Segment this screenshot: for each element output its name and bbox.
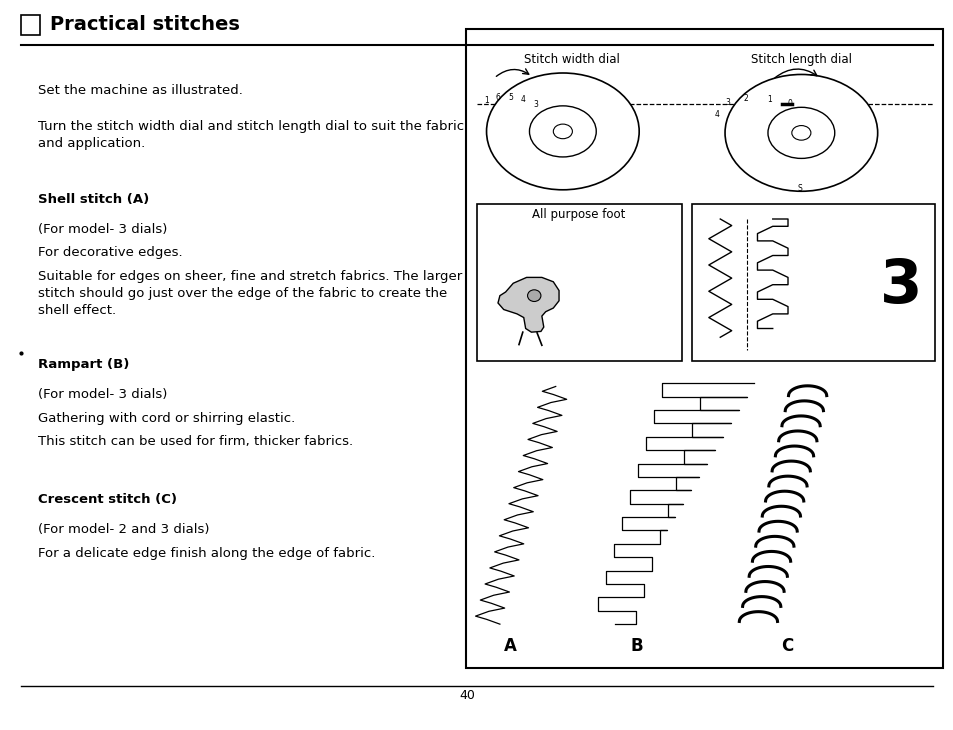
Text: A: A xyxy=(503,637,517,655)
Text: (For model- 3 dials): (For model- 3 dials) xyxy=(38,223,168,236)
Bar xyxy=(476,204,681,361)
Text: Stitch length dial: Stitch length dial xyxy=(750,53,851,66)
Bar xyxy=(465,29,942,668)
Text: For decorative edges.: For decorative edges. xyxy=(38,246,183,259)
Text: 1: 1 xyxy=(767,95,771,104)
Text: 2: 2 xyxy=(544,109,548,118)
Text: 0: 0 xyxy=(786,99,792,108)
Text: Shell stitch (A): Shell stitch (A) xyxy=(38,193,150,207)
Bar xyxy=(21,15,40,35)
Text: Suitable for edges on sheer, fine and stretch fabrics. The larger
stitch should : Suitable for edges on sheer, fine and st… xyxy=(38,270,462,317)
Text: For a delicate edge finish along the edge of fabric.: For a delicate edge finish along the edg… xyxy=(38,547,375,560)
Ellipse shape xyxy=(529,106,596,157)
Ellipse shape xyxy=(767,107,834,158)
Ellipse shape xyxy=(791,126,810,140)
Text: C: C xyxy=(781,637,792,655)
Ellipse shape xyxy=(527,290,540,301)
Text: 1: 1 xyxy=(484,96,488,105)
Text: Gathering with cord or shirring elastic.: Gathering with cord or shirring elastic. xyxy=(38,412,295,425)
Text: Practical stitches: Practical stitches xyxy=(50,15,239,34)
Bar xyxy=(691,204,934,361)
Text: (For model- 3 dials): (For model- 3 dials) xyxy=(38,388,168,402)
Text: 40: 40 xyxy=(459,689,475,702)
Text: 8: 8 xyxy=(546,139,550,147)
Text: 4: 4 xyxy=(519,95,525,104)
Text: 6: 6 xyxy=(495,93,500,102)
Ellipse shape xyxy=(724,74,877,191)
Text: Rampart (B): Rampart (B) xyxy=(38,358,130,371)
Text: 3: 3 xyxy=(880,258,922,316)
Text: This stitch can be used for firm, thicker fabrics.: This stitch can be used for firm, thicke… xyxy=(38,435,353,448)
Polygon shape xyxy=(497,277,558,332)
Text: All purpose foot: All purpose foot xyxy=(532,208,625,221)
Text: Set the machine as illustrated.: Set the machine as illustrated. xyxy=(38,84,243,97)
Text: 3: 3 xyxy=(724,98,730,107)
Text: 5: 5 xyxy=(507,93,513,102)
Text: Turn the stitch width dial and stitch length dial to suit the fabric
and applica: Turn the stitch width dial and stitch le… xyxy=(38,120,464,150)
Text: S: S xyxy=(797,184,801,193)
Text: Crescent stitch (C): Crescent stitch (C) xyxy=(38,493,177,506)
Text: Stitch width dial: Stitch width dial xyxy=(524,53,619,66)
Text: 3: 3 xyxy=(533,100,538,109)
Ellipse shape xyxy=(553,124,572,139)
Text: 1: 1 xyxy=(548,118,552,127)
Text: B: B xyxy=(630,637,643,655)
Text: 4: 4 xyxy=(714,110,720,119)
Text: (For model- 2 and 3 dials): (For model- 2 and 3 dials) xyxy=(38,523,210,537)
Text: 0: 0 xyxy=(547,128,553,137)
Text: 2: 2 xyxy=(743,94,747,103)
Ellipse shape xyxy=(486,73,639,190)
